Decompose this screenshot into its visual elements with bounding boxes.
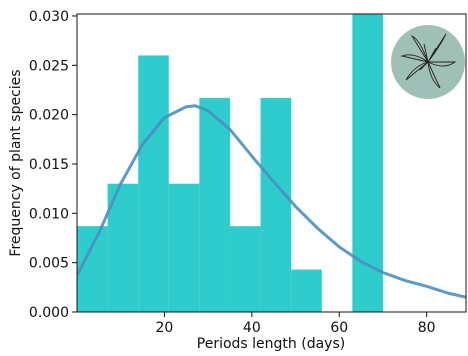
y-tick-label: 0.005 <box>29 256 69 272</box>
bar <box>138 55 169 312</box>
bar <box>199 97 230 312</box>
plot-area <box>77 14 466 312</box>
x-tick-label: 20 <box>156 320 174 336</box>
y-tick-label: 0.025 <box>29 58 69 74</box>
bar <box>352 14 383 312</box>
fit-curve <box>77 104 466 299</box>
x-axis-label: Periods length (days) <box>197 336 345 352</box>
x-tick-label: 60 <box>330 320 348 336</box>
y-tick-label: 0.030 <box>29 9 69 25</box>
x-tick-label: 80 <box>418 320 436 336</box>
bar <box>229 226 261 312</box>
bar <box>168 183 200 312</box>
bar <box>291 269 322 312</box>
bar <box>77 226 108 312</box>
y-tick-label: 0.000 <box>29 305 69 321</box>
bar <box>260 97 292 312</box>
y-axis-label: Frequency of plant species <box>8 69 24 256</box>
y-tick-label: 0.010 <box>29 206 69 222</box>
axes-frame <box>76 13 467 313</box>
x-tick-label: 40 <box>243 320 261 336</box>
y-tick-label: 0.020 <box>29 108 69 124</box>
y-tick-label: 0.015 <box>29 157 69 173</box>
inset-icon <box>391 25 465 99</box>
